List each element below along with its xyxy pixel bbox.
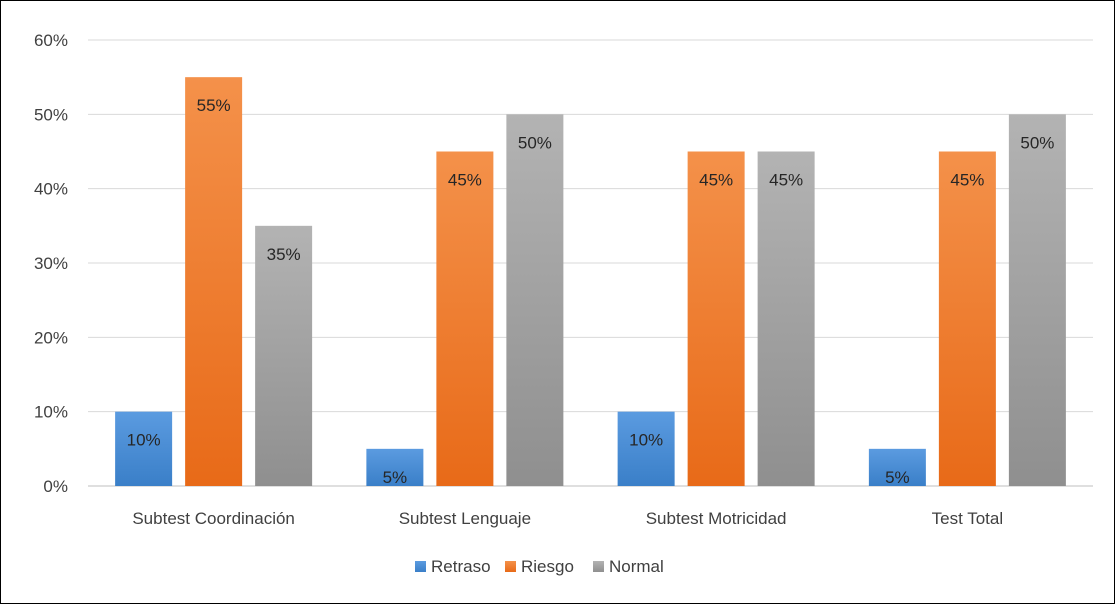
y-tick-label: 0%	[43, 477, 68, 496]
data-label: 5%	[885, 468, 910, 487]
y-tick-label: 40%	[34, 180, 68, 199]
bar-riesgo	[436, 151, 494, 486]
legend: Retraso Riesgo Normal	[415, 557, 664, 576]
category-label: Subtest Lenguaje	[399, 509, 531, 528]
bar-retraso	[366, 448, 424, 486]
data-label: 50%	[1020, 133, 1054, 152]
bar-retraso	[617, 411, 675, 486]
y-tick-label: 50%	[34, 105, 68, 124]
category-label: Subtest Coordinación	[132, 509, 295, 528]
bar-normal	[506, 114, 564, 486]
y-tick-label: 30%	[34, 254, 68, 273]
legend-label: Retraso	[431, 557, 491, 576]
bars	[115, 77, 1066, 487]
y-tick-label: 10%	[34, 403, 68, 422]
data-label: 55%	[197, 96, 231, 115]
legend-swatch-normal	[593, 561, 604, 572]
x-axis-categories: Subtest Coordinación Subtest Lenguaje Subt…	[132, 509, 1003, 528]
bar-normal	[757, 151, 815, 486]
y-tick-label: 60%	[34, 31, 68, 50]
y-axis-ticks: 0% 10% 20% 30% 40% 50% 60%	[34, 31, 68, 496]
data-label: 10%	[127, 431, 161, 450]
legend-label: Normal	[609, 557, 664, 576]
data-label: 45%	[448, 171, 482, 190]
legend-swatch-retraso	[415, 561, 426, 572]
category-label: Test Total	[932, 509, 1004, 528]
legend-swatch-riesgo	[505, 561, 516, 572]
data-label: 50%	[518, 133, 552, 152]
data-label: 10%	[629, 431, 663, 450]
data-label: 35%	[267, 245, 301, 264]
bar-normal	[1008, 114, 1066, 486]
legend-label: Riesgo	[521, 557, 574, 576]
data-label: 45%	[950, 171, 984, 190]
bar-retraso	[115, 411, 173, 486]
y-tick-label: 20%	[34, 328, 68, 347]
data-label: 45%	[699, 171, 733, 190]
bar-riesgo	[687, 151, 745, 486]
data-label: 5%	[383, 468, 408, 487]
bar-normal	[255, 225, 313, 487]
data-labels: 10% 55% 35% 5% 45% 50% 10% 45% 45% 5% 45% 50%	[127, 96, 1055, 487]
data-label: 45%	[769, 171, 803, 190]
bar-retraso	[868, 448, 926, 486]
bar-riesgo	[185, 77, 243, 487]
bar-riesgo	[938, 151, 996, 486]
category-label: Subtest Motricidad	[646, 509, 787, 528]
